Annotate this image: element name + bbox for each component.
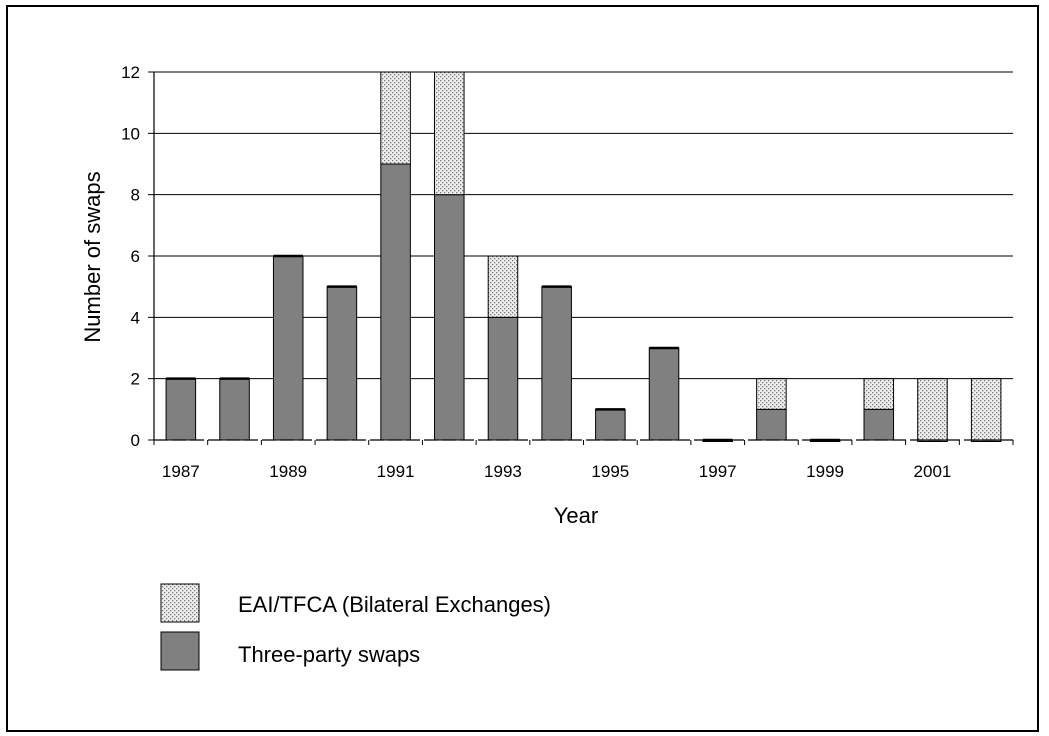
bar-eai-tfca-2001 [917, 378, 948, 441]
x-tick-label-1987: 1987 [162, 462, 200, 481]
bar-three-party-1988 [219, 378, 250, 441]
x-tick-label-1999: 1999 [806, 462, 844, 481]
legend: EAI/TFCA (Bilateral Exchanges) Three-par… [160, 583, 551, 671]
legend-label-eai-tfca: EAI/TFCA (Bilateral Exchanges) [238, 592, 551, 617]
bar-three-party-1994 [541, 286, 572, 441]
x-tick-label-1993: 1993 [484, 462, 522, 481]
y-tick-label-8: 8 [131, 186, 140, 205]
x-tick-label-1989: 1989 [269, 462, 307, 481]
x-tick-label-1995: 1995 [591, 462, 629, 481]
y-tick-label-10: 10 [121, 124, 140, 143]
legend-label-three-party: Three-party swaps [238, 642, 420, 667]
y-tick-label-2: 2 [131, 370, 140, 389]
y-axis-title: Number of swaps [80, 171, 105, 342]
bar-three-party-1998 [756, 408, 787, 441]
bar-eai-tfca-1998 [756, 378, 787, 410]
bars [165, 71, 1002, 442]
bar-three-party-1991 [380, 163, 411, 441]
bar-three-party-1990 [326, 286, 358, 441]
bar-eai-tfca-1993 [487, 255, 519, 318]
y-tick-label-0: 0 [131, 431, 140, 450]
y-tick-labels: 0 2 4 6 8 10 12 [121, 63, 140, 450]
x-tick-labels: 1987 1989 1991 1993 1995 1997 1999 2001 [162, 462, 951, 481]
bar-three-party-1995 [595, 408, 626, 441]
bar-three-party-1987 [165, 378, 197, 441]
bar-three-party-1996 [648, 347, 680, 441]
legend-swatch-three-party [160, 631, 200, 671]
x-tick-label-2001: 2001 [914, 462, 952, 481]
bar-eai-tfca-2000 [863, 378, 895, 410]
y-tick-label-6: 6 [131, 247, 140, 266]
bar-eai-tfca-1991 [380, 71, 411, 165]
x-axis-title: Year [554, 503, 598, 528]
y-tick-label-12: 12 [121, 63, 140, 82]
x-tick-label-1997: 1997 [699, 462, 737, 481]
bar-three-party-1992 [434, 194, 465, 441]
bar-three-party-1993 [487, 316, 519, 441]
axes [148, 71, 1014, 445]
bar-eai-tfca-2002 [970, 378, 1002, 441]
bar-three-party-1989 [272, 255, 304, 441]
x-tick-label-1991: 1991 [377, 462, 415, 481]
legend-swatch-eai-tfca [160, 583, 200, 623]
bar-eai-tfca-1992 [434, 71, 465, 196]
y-tick-label-4: 4 [131, 308, 140, 327]
bar-three-party-2000 [863, 408, 895, 441]
